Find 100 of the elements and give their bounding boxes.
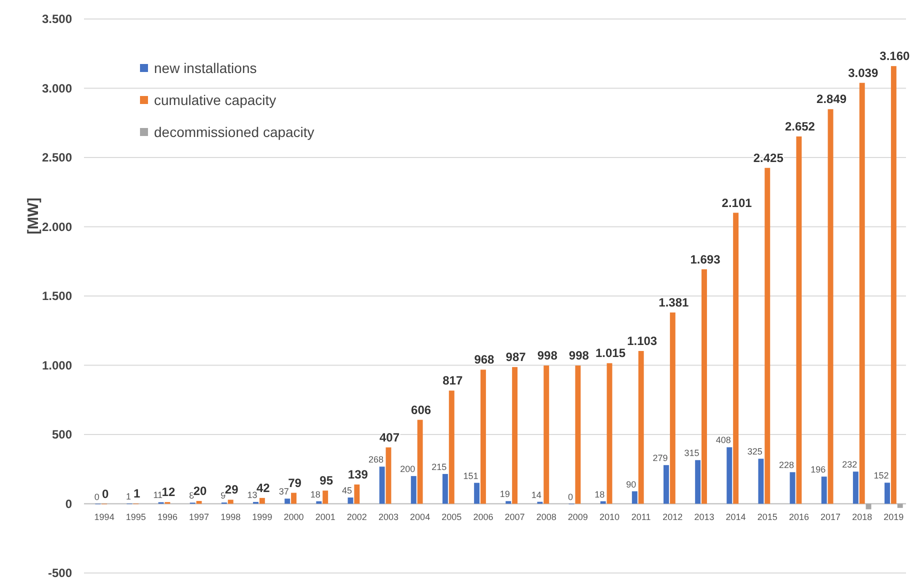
- data-label: 1: [134, 486, 141, 501]
- bar: [859, 82, 865, 504]
- bar: [606, 363, 612, 504]
- x-tick-label: 2008: [536, 512, 556, 522]
- data-label: 18: [594, 489, 605, 500]
- bar: [702, 269, 707, 504]
- data-label: 232: [842, 460, 858, 470]
- bar: [828, 109, 834, 504]
- x-tick-label: 2009: [568, 512, 588, 522]
- bar: [379, 466, 385, 504]
- data-label: 968: [474, 352, 495, 367]
- data-label: 90: [626, 479, 636, 490]
- bar: [291, 492, 296, 504]
- data-label: 12: [162, 485, 176, 500]
- bar: [196, 500, 202, 504]
- data-label: 152: [874, 470, 889, 481]
- bar: [664, 465, 669, 504]
- bar: [884, 482, 890, 504]
- x-tick-label: 2004: [410, 512, 430, 522]
- data-label: 1.381: [658, 295, 689, 310]
- data-label: 18: [310, 489, 320, 500]
- bar: [790, 472, 796, 504]
- bar: [764, 168, 770, 504]
- data-label: 2.652: [784, 119, 816, 134]
- data-label: 3.039: [848, 66, 878, 80]
- data-label: 151: [463, 470, 478, 481]
- y-tick-label: 1.000: [42, 358, 72, 372]
- x-tick-label: 2012: [662, 512, 683, 522]
- data-label: 998: [537, 348, 558, 363]
- bar: [758, 458, 764, 504]
- bar: [316, 501, 322, 504]
- bar: [417, 420, 423, 504]
- data-label: 20: [193, 484, 208, 498]
- x-tick-label: 2002: [346, 512, 367, 522]
- y-tick-label: 0: [65, 496, 72, 511]
- bar: [480, 370, 486, 504]
- y-tick-label: -500: [48, 566, 72, 580]
- bar: [474, 482, 480, 504]
- data-label: 37: [278, 486, 289, 497]
- x-tick-label: 2010: [599, 512, 620, 522]
- data-label: 79: [288, 476, 302, 490]
- bar: [259, 498, 265, 504]
- x-tick-label: 1994: [94, 512, 114, 522]
- data-label: 11: [153, 490, 163, 500]
- bar: [796, 136, 802, 504]
- x-tick-label: 2011: [631, 512, 651, 522]
- y-tick-label: 2.500: [42, 150, 72, 165]
- x-tick-label: 1999: [252, 512, 272, 522]
- data-label: 1.103: [627, 334, 658, 348]
- x-tick-label: 2000: [284, 512, 304, 522]
- bar: [386, 447, 392, 504]
- data-label: 13: [247, 490, 258, 500]
- bar: [354, 484, 360, 504]
- bar: [632, 491, 638, 504]
- data-label: 0: [102, 486, 109, 501]
- bar: [284, 498, 290, 504]
- legend-label: decommissioned capacity: [154, 124, 314, 140]
- x-tick-label: 2013: [694, 512, 714, 522]
- bar: [821, 476, 827, 504]
- data-label: 3.160: [880, 49, 910, 64]
- y-tick-label: 3.000: [42, 81, 72, 96]
- y-tick-label: 2.000: [42, 220, 72, 234]
- bar: [638, 350, 644, 504]
- x-tick-label: 1996: [157, 512, 178, 522]
- data-label: 139: [348, 468, 368, 482]
- x-tick-label: 2003: [378, 512, 399, 522]
- bar: [695, 460, 701, 504]
- data-label: 2.849: [816, 92, 847, 106]
- x-tick-label: 2006: [473, 512, 494, 522]
- x-tick-label: 1997: [189, 512, 210, 522]
- x-tick-label: 2018: [852, 512, 872, 522]
- data-label: 279: [652, 453, 668, 464]
- x-tick-label: 2017: [820, 512, 841, 522]
- bar: [890, 66, 896, 504]
- data-label: 45: [342, 486, 352, 496]
- x-tick-label: 2016: [788, 512, 809, 522]
- x-tick-label: 2001: [315, 512, 336, 522]
- bar: [544, 366, 550, 504]
- bar: [228, 500, 234, 504]
- data-label: 200: [400, 464, 416, 474]
- data-label: 2.425: [753, 150, 784, 165]
- data-label: 1.693: [690, 252, 721, 266]
- data-label: 0: [568, 492, 574, 502]
- bar: [726, 447, 732, 504]
- x-tick-label: 1995: [126, 512, 146, 522]
- bar: [852, 472, 858, 504]
- data-label: 95: [320, 474, 334, 488]
- legend-label: cumulative capacity: [154, 92, 276, 108]
- data-label: 0: [94, 492, 100, 502]
- bar: [348, 498, 354, 504]
- y-axis-title: [MW]: [25, 198, 42, 234]
- data-label: 407: [379, 430, 400, 444]
- bar: [322, 490, 328, 504]
- bar: [512, 367, 518, 504]
- data-label: 215: [432, 462, 447, 472]
- data-label: 408: [716, 435, 731, 446]
- data-label: 29: [224, 482, 239, 497]
- data-label: 606: [411, 402, 432, 417]
- data-label: 987: [506, 350, 526, 364]
- x-tick-label: 1998: [220, 512, 241, 522]
